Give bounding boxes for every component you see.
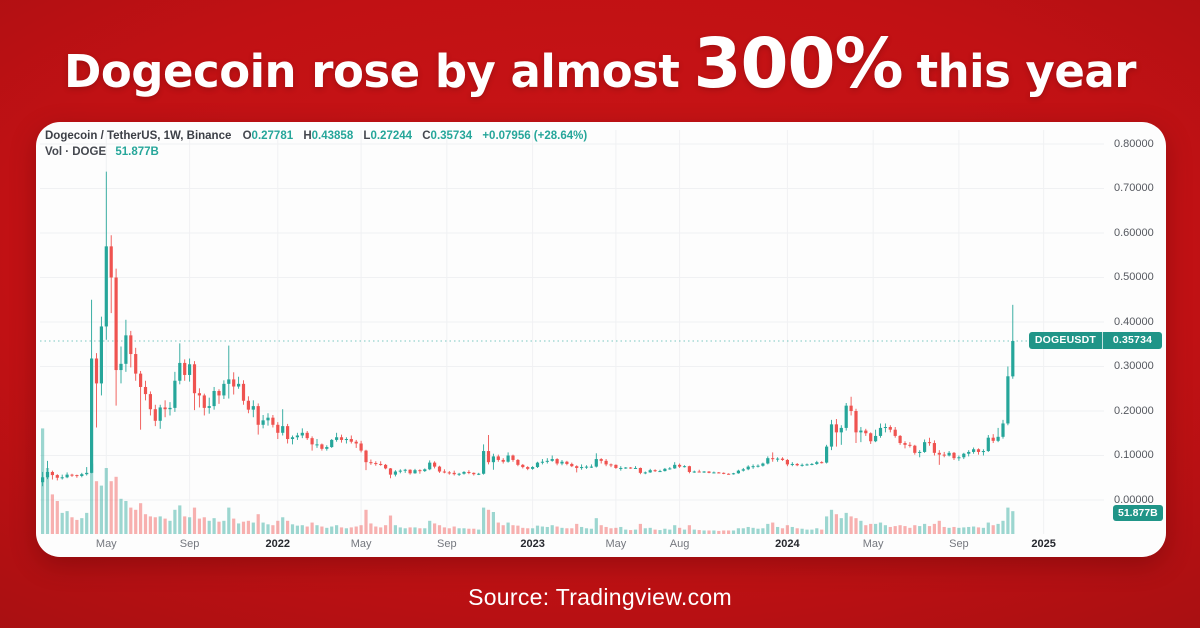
source-caption: Source: Tradingview.com (468, 584, 732, 610)
time-tick: 2025 (1031, 538, 1056, 550)
time-tick: Sep (437, 538, 457, 550)
time-tick: 2022 (265, 538, 291, 550)
ohlc-high: H0.43858 (303, 130, 354, 142)
time-tick: May (350, 538, 372, 550)
chart-card: Dogecoin / TetherUS, 1W, Binance O0.2778… (36, 122, 1166, 557)
volume-label: Vol · DOGE (45, 146, 107, 158)
price-line-badges: DOGEUSDT 0.35734 (1028, 332, 1162, 350)
headline-part2: this year (916, 45, 1137, 98)
headline-highlight: 300% (693, 24, 903, 104)
time-tick: May (862, 538, 884, 550)
headline-part1: Dogecoin rose by almost (64, 45, 680, 98)
ohlc-low: L0.27244 (363, 130, 413, 142)
volume-badge: 51.877B (1113, 505, 1163, 521)
symbol-badge: DOGEUSDT (1028, 332, 1103, 350)
candlestick-plot[interactable] (36, 122, 1166, 557)
time-tick: Sep (179, 538, 200, 550)
time-tick: 2023 (520, 538, 545, 550)
volume-row: Vol · DOGE 51.877B (45, 144, 594, 160)
last-price-badge: 0.35734 (1103, 332, 1162, 350)
symbol-title[interactable]: Dogecoin / TetherUS, 1W, Binance (45, 130, 232, 142)
time-tick: May (605, 538, 627, 550)
time-tick: 2024 (775, 538, 800, 550)
time-tick: Aug (669, 538, 690, 550)
ohlc-close: C0.35734 (422, 130, 473, 142)
ohlc-change: +0.07956 (+28.64%) (482, 130, 588, 142)
time-axis[interactable]: May Sep 2022 May Sep 2023 May Aug 2024 May Sep 2025 (36, 122, 1166, 557)
symbol-row: Dogecoin / TetherUS, 1W, Binance O0.2778… (45, 128, 594, 144)
time-tick: May (95, 538, 117, 550)
ohlc-open: O0.27781 (242, 130, 294, 142)
chart-legend: Dogecoin / TetherUS, 1W, Binance O0.2778… (45, 128, 594, 160)
headline: Dogecoin rose by almost 300% this year (0, 24, 1200, 112)
volume-value: 51.877B (115, 146, 159, 158)
time-tick: Sep (949, 538, 969, 550)
